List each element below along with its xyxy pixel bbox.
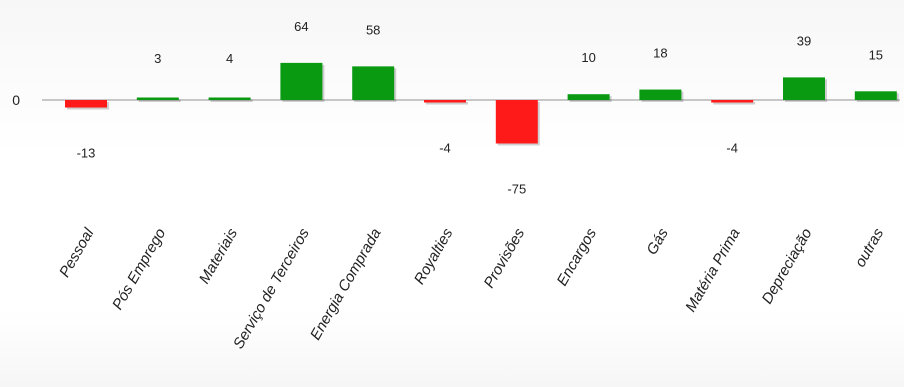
value-label-outras: 15: [869, 47, 883, 62]
value-label-materia-prima: -4: [726, 141, 738, 156]
bar-shadow-royalties: [426, 102, 468, 105]
category-label-pos-emprego: Pós Emprego: [109, 225, 169, 312]
bar-depreciacao: [783, 77, 825, 100]
bar-servico-de-terceiros: [280, 62, 323, 100]
value-labels-group: -13 3 4 64 58 -4 -75 10 18 -4 39 15: [77, 19, 883, 197]
value-label-energia-comprada: 58: [366, 22, 380, 37]
value-label-depreciacao: 39: [797, 33, 811, 48]
bar-pessoal: [65, 100, 107, 108]
value-label-gas: 18: [653, 46, 667, 61]
category-label-servico-de-terceiros: Serviço de Terceiros: [230, 225, 313, 352]
category-label-gas: Gás: [643, 225, 672, 258]
bar-shadow-materiais: [210, 99, 253, 102]
bar-shadow-pos-emprego: [138, 99, 181, 102]
category-label-energia-comprada: Energia Comprada: [307, 226, 385, 344]
bar-royalties: [424, 100, 466, 103]
bar-encargos: [567, 94, 610, 100]
bar-outras: [854, 91, 897, 100]
bar-materia-prima: [711, 100, 754, 103]
bar-shadow-materia-prima: [713, 102, 756, 105]
value-label-encargos: 10: [581, 50, 595, 65]
category-label-depreciacao: Depreciação: [759, 226, 816, 307]
category-label-royalties: Royalties: [411, 225, 457, 287]
bar-provisoes: [495, 100, 538, 144]
value-label-materiais: 4: [226, 51, 233, 66]
value-label-pessoal: -13: [77, 146, 96, 161]
bars-group: [65, 62, 899, 146]
category-label-outras: outras: [852, 225, 888, 270]
category-label-provisoes: Provisões: [481, 225, 529, 291]
category-label-materiais: Materiais: [196, 225, 241, 287]
value-label-provisoes: -75: [507, 182, 526, 197]
bar-gas: [639, 89, 682, 100]
category-label-pessoal: Pessoal: [56, 225, 98, 280]
bar-energia-comprada: [352, 66, 395, 100]
bar-pos-emprego: [136, 97, 179, 100]
value-label-servico-de-terceiros: 64: [294, 19, 308, 34]
category-label-materia-prima: Matéria Prima: [682, 226, 743, 315]
value-label-royalties: -4: [439, 141, 451, 156]
value-label-pos-emprego: 3: [154, 51, 161, 66]
category-label-encargos: Encargos: [554, 225, 601, 289]
zero-tick-label: 0: [12, 92, 20, 108]
bar-materiais: [208, 97, 251, 100]
